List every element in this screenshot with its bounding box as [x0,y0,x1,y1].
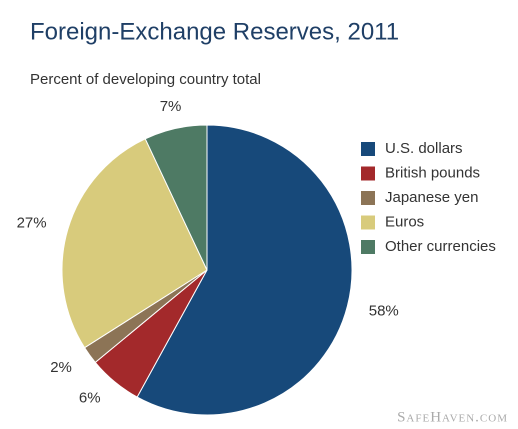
chart-title: Foreign-Exchange Reserves, 2011 [30,18,399,45]
legend-swatch [361,215,375,230]
data-label: 2% [50,359,72,376]
data-label: 27% [17,214,47,231]
pie-slice [136,124,353,416]
legend-swatch [361,142,375,156]
pie-slice [144,124,208,271]
data-label: 7% [160,98,182,115]
legend-label: Japanese yen [385,189,478,206]
legend-swatch [361,166,375,181]
legend-label: Other currencies [385,238,496,255]
legend-label: British pounds [385,164,480,181]
data-label: 58% [369,302,399,319]
pie-slice [61,138,208,349]
legend-label: Euros [385,213,424,230]
data-label: 6% [79,390,101,407]
legend-label: U.S. dollars [385,140,463,157]
legend-swatch [361,240,375,254]
legend-swatch [361,191,375,205]
chart-subtitle: Percent of developing country total [30,71,261,88]
watermark: SafeHaven.com [397,409,508,425]
